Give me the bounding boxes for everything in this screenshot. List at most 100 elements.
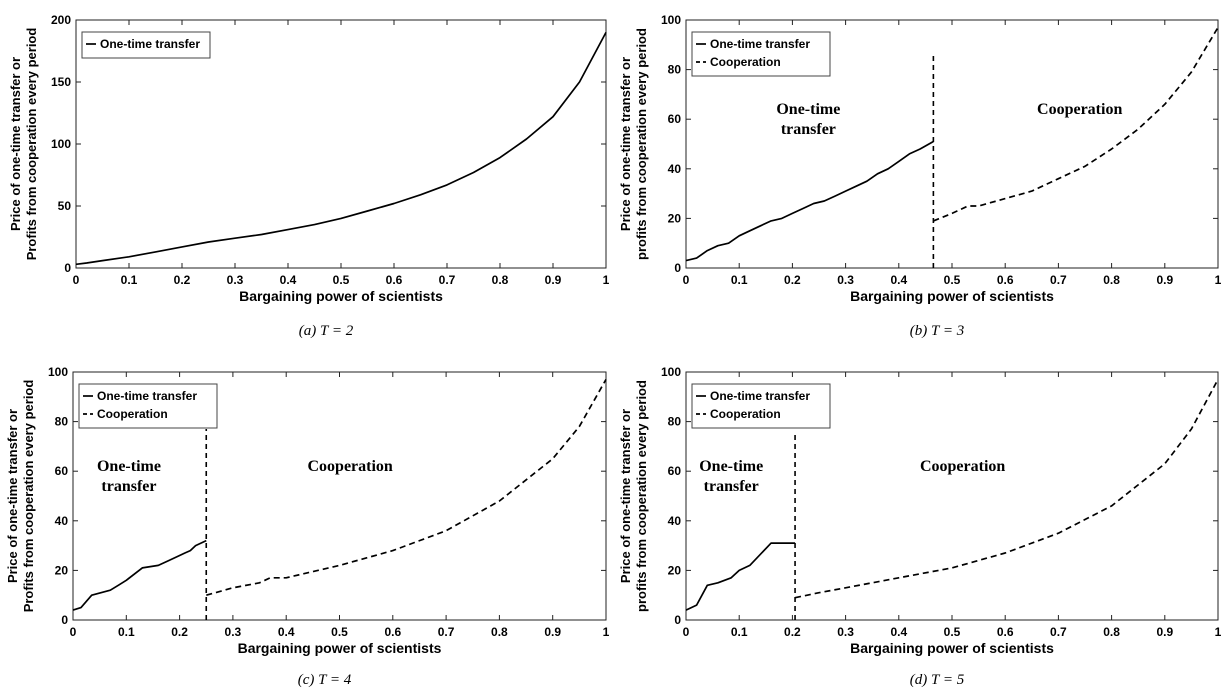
series-line-2 bbox=[206, 378, 607, 597]
chart-panel-2: 0 0.1 0.2 0.3 0.4 0.5 0.6 0.7 0.8 0.9 1 0 20 40 60 80 10… bbox=[618, 13, 1222, 339]
x-tick-label: 0.5 bbox=[944, 273, 961, 287]
x-tick-label: 0.6 bbox=[386, 273, 403, 287]
legend-box bbox=[691, 383, 831, 429]
y-tick-label: 0 bbox=[674, 613, 681, 627]
x-tick-label: 1 bbox=[603, 273, 610, 287]
legend-label: Cooperation bbox=[710, 407, 781, 421]
panel-caption: (a) T = 2 bbox=[299, 323, 354, 339]
x-tick-label: 0.5 bbox=[944, 625, 961, 639]
y-axis-label-line: Price of one-time transfer or bbox=[618, 409, 633, 583]
y-tick-label: 40 bbox=[668, 162, 682, 176]
x-tick-label: 0.8 bbox=[491, 625, 508, 639]
y-tick-label: 60 bbox=[55, 464, 69, 478]
region-annotation: One-time bbox=[97, 458, 161, 475]
legend-label: One-time transfer bbox=[100, 37, 200, 51]
y-tick-label: 50 bbox=[58, 199, 72, 213]
series-line-1 bbox=[75, 31, 607, 266]
x-tick-label: 0.9 bbox=[1156, 625, 1173, 639]
x-tick-label: 0.5 bbox=[331, 625, 348, 639]
x-axis-label: Bargaining power of scientists bbox=[850, 640, 1054, 656]
x-tick-label: 1 bbox=[1215, 273, 1222, 287]
y-axis-label-line: Price of one-time transfer or bbox=[5, 409, 20, 583]
x-tick-label: 0.8 bbox=[1103, 273, 1120, 287]
region-annotation: Cooperation bbox=[307, 458, 392, 475]
y-tick-label: 100 bbox=[661, 13, 681, 27]
series-line-2 bbox=[794, 378, 1219, 599]
region-annotation: transfer bbox=[704, 478, 759, 495]
x-tick-label: 0.3 bbox=[837, 273, 854, 287]
x-tick-label: 0.6 bbox=[997, 273, 1014, 287]
x-tick-label: 0.5 bbox=[333, 273, 350, 287]
y-tick-label: 60 bbox=[668, 112, 682, 126]
x-tick-label: 0.4 bbox=[890, 273, 907, 287]
y-tick-label: 20 bbox=[55, 563, 69, 577]
y-tick-label: 80 bbox=[668, 415, 682, 429]
x-tick-label: 0.3 bbox=[837, 625, 854, 639]
series-line-1 bbox=[685, 542, 796, 611]
y-tick-label: 80 bbox=[55, 415, 69, 429]
y-tick-label: 60 bbox=[668, 464, 682, 478]
x-tick-label: 0.1 bbox=[731, 273, 748, 287]
x-tick-label: 0.6 bbox=[997, 625, 1014, 639]
y-tick-label: 0 bbox=[64, 261, 71, 275]
x-tick-label: 0.6 bbox=[384, 625, 401, 639]
y-tick-label: 100 bbox=[48, 365, 68, 379]
panel-caption: (c) T = 4 bbox=[298, 672, 352, 688]
y-tick-label: 40 bbox=[55, 514, 69, 528]
x-tick-label: 0.1 bbox=[731, 625, 748, 639]
y-tick-label: 20 bbox=[668, 563, 682, 577]
x-tick-label: 1 bbox=[1215, 625, 1222, 639]
y-axis-label-line: Price of one-time transfer or bbox=[8, 57, 23, 231]
x-tick-label: 0.7 bbox=[439, 273, 456, 287]
x-tick-label: 0.7 bbox=[438, 625, 455, 639]
series-line-2 bbox=[933, 26, 1219, 222]
y-tick-label: 100 bbox=[661, 365, 681, 379]
x-tick-label: 0.3 bbox=[225, 625, 242, 639]
x-tick-label: 0.4 bbox=[280, 273, 297, 287]
y-tick-label: 0 bbox=[674, 261, 681, 275]
region-annotation: Cooperation bbox=[1037, 101, 1122, 118]
y-axis-label-line: Price of one-time transfer or bbox=[618, 57, 633, 231]
x-tick-label: 0.8 bbox=[492, 273, 509, 287]
region-annotation: Cooperation bbox=[920, 458, 1005, 475]
legend-label: One-time transfer bbox=[97, 389, 197, 403]
x-axis-label: Bargaining power of scientists bbox=[850, 288, 1054, 304]
y-tick-label: 20 bbox=[668, 211, 682, 225]
panel-caption: (d) T = 5 bbox=[910, 672, 965, 688]
x-tick-label: 0 bbox=[73, 273, 80, 287]
y-tick-label: 80 bbox=[668, 63, 682, 77]
x-tick-label: 0.4 bbox=[890, 625, 907, 639]
chart-panel-3: 0 0.1 0.2 0.3 0.4 0.5 0.6 0.7 0.8 0.9 1 0 20 40 60 80 10… bbox=[5, 365, 610, 688]
x-axis-label: Bargaining power of scientists bbox=[239, 288, 443, 304]
y-axis-label-line: profits from cooperation every period bbox=[634, 28, 649, 260]
region-annotation: One-time bbox=[776, 101, 840, 118]
x-axis-label: Bargaining power of scientists bbox=[238, 640, 442, 656]
region-annotation: transfer bbox=[781, 121, 836, 138]
x-tick-label: 0.7 bbox=[1050, 273, 1067, 287]
series-line-1 bbox=[72, 539, 207, 611]
y-axis-label-line: profits from cooperation every period bbox=[634, 380, 649, 612]
x-tick-label: 0.9 bbox=[544, 625, 561, 639]
x-tick-label: 0 bbox=[683, 625, 690, 639]
x-tick-label: 0.2 bbox=[171, 625, 188, 639]
chart-panel-1: 0 0.1 0.2 0.3 0.4 0.5 0.6 0.7 0.8 0.9 1 0 50 100 150 20… bbox=[8, 13, 610, 339]
x-tick-label: 0 bbox=[70, 625, 77, 639]
x-tick-label: 0.8 bbox=[1103, 625, 1120, 639]
x-tick-label: 0.9 bbox=[1156, 273, 1173, 287]
legend-label: One-time transfer bbox=[710, 37, 810, 51]
x-tick-label: 0.4 bbox=[278, 625, 295, 639]
panel-caption: (b) T = 3 bbox=[910, 323, 964, 339]
x-tick-label: 0.1 bbox=[118, 625, 135, 639]
x-tick-label: 0.9 bbox=[545, 273, 562, 287]
x-tick-label: 0.3 bbox=[227, 273, 244, 287]
chart-panel-4: 0 0.1 0.2 0.3 0.4 0.5 0.6 0.7 0.8 0.9 1 0 20 40 60 80 10… bbox=[618, 365, 1222, 688]
legend-label: One-time transfer bbox=[710, 389, 810, 403]
legend-box bbox=[691, 31, 831, 77]
legend-label: Cooperation bbox=[97, 407, 168, 421]
y-tick-label: 150 bbox=[51, 75, 71, 89]
series-line-1 bbox=[685, 140, 934, 262]
y-tick-label: 0 bbox=[61, 613, 68, 627]
legend-label: Cooperation bbox=[710, 55, 781, 69]
x-tick-label: 0.2 bbox=[784, 625, 801, 639]
